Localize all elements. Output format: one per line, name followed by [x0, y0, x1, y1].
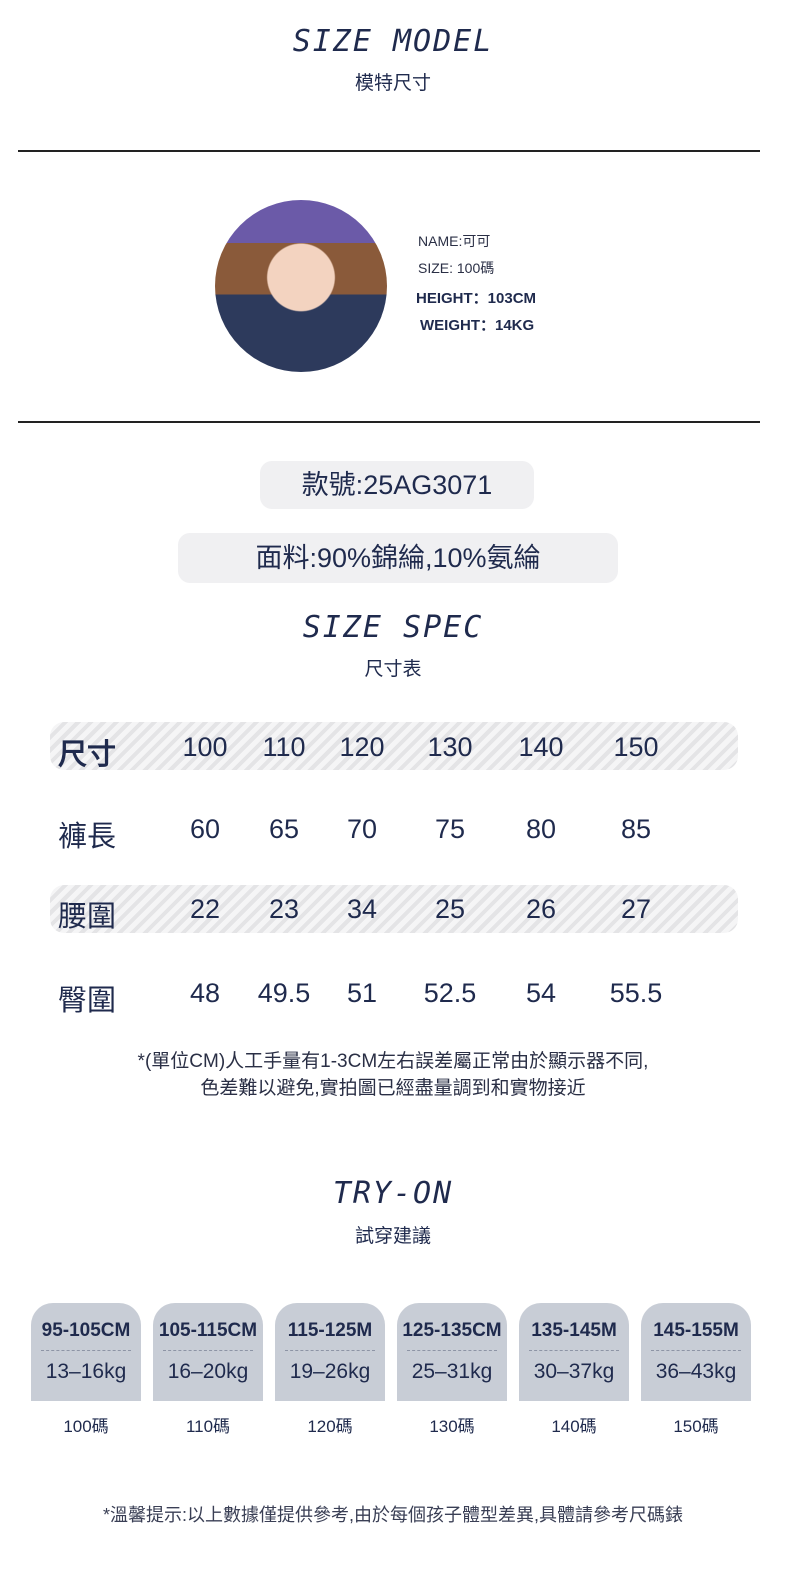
table-cell: 65: [268, 814, 300, 844]
table-cell: 49.5: [257, 978, 311, 1008]
try-on-card: 145-155M 36–43kg: [641, 1303, 751, 1401]
weight-range: 19–26kg: [289, 1360, 371, 1383]
table-cell: 23: [268, 894, 300, 924]
table-cell: 80: [525, 814, 557, 844]
try-on-card: 125-135CM 25–31kg: [397, 1303, 507, 1401]
dashed-divider: [285, 1350, 375, 1351]
table-cell: 25: [434, 894, 466, 924]
weight-range: 13–16kg: [45, 1360, 127, 1383]
dashed-divider: [529, 1350, 619, 1351]
model-name: NAME:可可: [418, 233, 491, 249]
table-cell: 75: [434, 814, 466, 844]
table-cell: 27: [620, 894, 652, 924]
table-cell: 70: [346, 814, 378, 844]
table-cell: 34: [346, 894, 378, 924]
weight-range: 36–43kg: [655, 1360, 737, 1383]
size-model-subtitle: 模特尺寸: [354, 73, 431, 94]
dashed-divider: [651, 1350, 741, 1351]
fabric-info: 面料:90%錦綸,10%氨綸: [178, 533, 618, 583]
height-range: 105-115CM: [158, 1320, 258, 1341]
recommended-size: 120碼: [307, 1417, 353, 1436]
table-cell: 51: [346, 978, 378, 1008]
model-weight: WEIGHT：14KG: [420, 317, 535, 334]
recommended-size: 110碼: [185, 1417, 231, 1436]
style-number: 款號:25AG3071: [260, 461, 534, 509]
dashed-divider: [41, 1350, 131, 1351]
color-note: 色差難以避免,實拍圖已經盡量調到和實物接近: [200, 1078, 586, 1099]
height-range: 125-135CM: [402, 1320, 502, 1341]
model-size: SIZE: 100碼: [418, 260, 495, 276]
recommended-size: 140碼: [551, 1417, 597, 1436]
try-on-subtitle: 試穿建議: [354, 1226, 431, 1247]
table-cell: 120: [339, 732, 385, 762]
model-height: HEIGHT：103CM: [416, 290, 537, 307]
footer-tip: *溫馨提示:以上數據僅提供參考,由於每個孩子體型差異,具體請參考尺碼錶: [102, 1505, 683, 1525]
row-label: 腰圍: [58, 901, 117, 933]
table-cell: 22: [189, 894, 221, 924]
model-photo: [215, 200, 387, 372]
row-stripe: [50, 885, 738, 933]
table-cell: 85: [620, 814, 652, 844]
table-cell: 140: [518, 732, 564, 762]
table-cell: 60: [189, 814, 221, 844]
table-cell: 150: [613, 732, 659, 762]
row-label: 臀圍: [58, 985, 117, 1017]
table-cell: 100: [182, 732, 228, 762]
dashed-divider: [163, 1350, 253, 1351]
row-label: 褲長: [58, 821, 117, 853]
weight-range: 16–20kg: [167, 1360, 249, 1383]
divider: [18, 150, 760, 152]
height-range: 115-125M: [287, 1320, 373, 1341]
table-cell: 48: [189, 978, 221, 1008]
table-cell: 54: [525, 978, 557, 1008]
height-range: 145-155M: [653, 1320, 739, 1341]
try-on-card: 95-105CM 13–16kg: [31, 1303, 141, 1401]
table-cell: 52.5: [423, 978, 477, 1008]
try-on-title: TRY-ON: [332, 1176, 454, 1211]
table-cell: 110: [262, 732, 306, 762]
size-spec-title: SIZE SPEC: [302, 610, 484, 645]
recommended-size: 100碼: [63, 1417, 109, 1436]
try-on-card: 105-115CM 16–20kg: [153, 1303, 263, 1401]
try-on-card: 115-125M 19–26kg: [275, 1303, 385, 1401]
try-on-card: 135-145M 30–37kg: [519, 1303, 629, 1401]
table-cell: 55.5: [609, 978, 663, 1008]
row-stripe: [50, 722, 738, 770]
recommended-size: 150碼: [673, 1417, 719, 1436]
row-label: 尺寸: [58, 739, 117, 771]
weight-range: 25–31kg: [411, 1360, 493, 1383]
height-range: 95-105CM: [41, 1320, 131, 1341]
size-model-title: SIZE MODEL: [292, 24, 494, 59]
table-cell: 130: [427, 732, 473, 762]
recommended-size: 130碼: [429, 1417, 475, 1436]
measure-note: *(單位CM)人工手量有1-3CM左右誤差屬正常由於顯示器不同,: [137, 1051, 649, 1072]
table-cell: 26: [525, 894, 557, 924]
size-spec-subtitle: 尺寸表: [364, 659, 422, 680]
dashed-divider: [407, 1350, 497, 1351]
weight-range: 30–37kg: [533, 1360, 615, 1383]
height-range: 135-145M: [531, 1320, 617, 1341]
divider: [18, 421, 760, 423]
